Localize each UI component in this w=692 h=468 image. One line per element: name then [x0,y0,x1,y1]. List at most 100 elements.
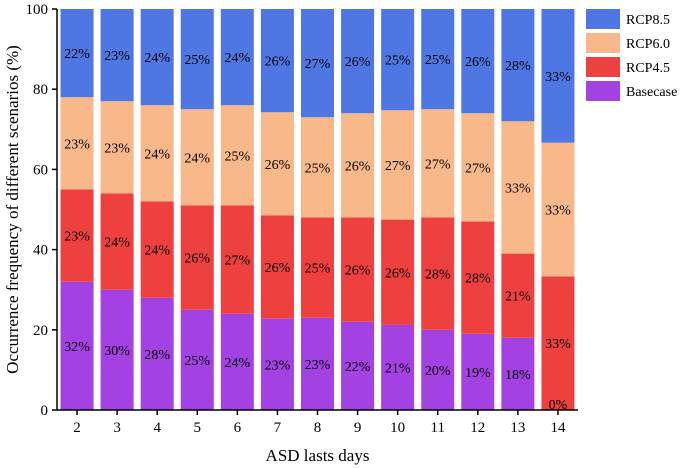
data-label: 18% [505,368,531,383]
data-label: 25% [305,262,331,277]
bar-segment-basecase-12 [461,333,495,410]
data-label: 27% [385,159,411,174]
bar-segment-rcp4-5-7 [260,215,294,319]
data-label: 33% [545,204,571,219]
bar-segment-basecase-3 [100,289,134,410]
bar-segment-rcp8-5-4 [140,9,174,106]
bar-segment-rcp8-5-6 [220,9,254,106]
bar-segment-basecase-5 [180,309,214,410]
data-label: 26% [345,159,371,174]
bar-segment-rcp4-5-11 [421,217,455,330]
legend-swatch-basecase [586,81,620,101]
data-label: 26% [184,252,210,267]
data-label: 26% [385,266,411,281]
data-label: 25% [184,53,210,68]
bar-segment-rcp4-5-2 [60,189,94,282]
bar-segment-rcp8-5-5 [180,9,214,110]
data-label: 23% [305,358,331,373]
bar-segment-rcp4-5-3 [100,193,134,290]
data-label: 21% [385,361,411,376]
legend-label: RCP4.5 [626,61,670,76]
y-tick-label: 80 [33,82,48,98]
legend-label: RCP6.0 [626,37,670,52]
x-tick-label: 9 [354,420,362,436]
x-tick-label: 2 [73,420,81,436]
data-label: 23% [64,137,90,152]
data-label: 25% [225,149,251,164]
bar-segment-basecase-6 [220,313,254,410]
bar-segment-rcp6-0-8 [301,117,334,218]
bar-segment-rcp6-0-2 [60,97,94,190]
data-label: 26% [265,158,291,173]
data-label: 20% [425,364,451,379]
data-label: 24% [144,244,170,259]
data-label: 30% [104,344,130,359]
bar-segment-rcp4-5-6 [220,205,254,314]
bar-segment-basecase-10 [381,324,415,410]
data-label: 27% [465,161,491,176]
axes-layer: 0 20 40 60 80 100 2 3 4 5 6 7 8 9 10 11 12 13 14 [26,2,578,436]
data-label: 33% [505,181,531,196]
bar-segment-basecase-8 [301,317,334,410]
data-label: 33% [545,337,571,352]
y-tick-label: 0 [41,403,49,419]
data-label: 28% [425,268,451,283]
y-tick-label: 100 [26,2,49,18]
bar-segment-rcp8-5-14 [541,9,575,143]
data-label: 23% [104,141,130,156]
bar-segment-rcp6-0-11 [421,109,455,218]
y-axis-title: Occurrence frequency of different scenar… [3,45,22,374]
data-label: 23% [104,49,130,64]
data-label: 28% [144,348,170,363]
data-label: 24% [225,356,251,371]
data-label: 33% [545,70,571,85]
bar-segment-rcp8-5-3 [100,9,134,102]
data-label: 25% [425,53,451,68]
data-label: 26% [265,55,291,70]
bar-segment-rcp6-0-13 [501,121,535,254]
data-label: 25% [385,54,411,69]
bars-layer [60,9,575,410]
bar-segment-rcp6-0-3 [100,101,134,194]
data-label: 22% [64,47,90,62]
bar-segment-rcp4-5-12 [461,221,495,334]
data-label: 24% [104,236,130,251]
bar-segment-rcp6-0-5 [180,109,214,206]
x-tick-label: 6 [234,420,242,436]
data-label: 22% [345,360,371,375]
bar-segment-rcp8-5-12 [461,9,495,114]
bar-segment-rcp8-5-7 [260,9,294,113]
bar-segment-rcp4-5-5 [180,205,214,310]
legend-swatch-rcp4-5 [586,57,620,77]
bar-segment-basecase-2 [60,281,94,410]
segment-labels-layer: 32% 23% 23% 22% 30% 24% 23% 23% 28% 24% 24% 24% 25% 2… [64,47,571,413]
legend-swatch-rcp6-0 [586,33,620,53]
bar-segment-rcp8-5-11 [421,9,455,110]
data-label: 21% [505,290,531,305]
bar-segment-rcp6-0-9 [341,113,375,218]
bar-segment-rcp6-0-12 [461,113,495,222]
legend-swatch-rcp8-5 [586,9,620,29]
bar-segment-rcp4-5-4 [140,201,174,298]
x-tick-label: 10 [390,420,405,436]
data-label: 26% [345,55,371,70]
x-tick-label: 11 [431,420,445,436]
bar-segment-basecase-13 [501,337,535,410]
bar-segment-basecase-11 [421,329,455,410]
data-label: 23% [265,358,291,373]
bar-segment-basecase-7 [260,318,294,410]
bar-segment-rcp6-0-7 [260,112,294,216]
y-tick-label: 60 [33,162,48,178]
data-label: 24% [184,151,210,166]
data-label: 28% [505,59,531,74]
data-label: 26% [265,261,291,276]
bar-segment-rcp6-0-14 [541,142,575,277]
bar-segment-rcp6-0-10 [381,110,415,220]
data-label: 27% [225,254,251,269]
y-tick-label: 40 [33,243,48,259]
legend-label: RCP8.5 [626,13,670,28]
x-tick-label: 12 [470,420,485,436]
data-label: 24% [144,51,170,66]
data-label: 32% [64,340,90,355]
